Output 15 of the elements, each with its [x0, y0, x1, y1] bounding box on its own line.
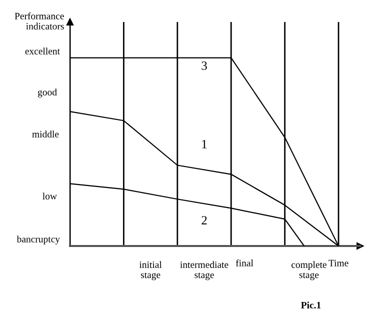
text: final [236, 259, 254, 266]
text: intermediate stage [180, 261, 228, 280]
text: good [38, 88, 57, 98]
x-axis-title: Time [328, 260, 348, 266]
annotation: 1 [202, 140, 207, 148]
text: low [42, 192, 57, 200]
annotation: 2 [202, 216, 207, 224]
y-axis-title: Performance indicators [14, 12, 64, 30]
annotation: 3 [202, 62, 207, 70]
text: complete stage [292, 261, 326, 280]
text: bancruptcy [16, 236, 60, 244]
text: Pic.1 [301, 302, 321, 308]
text: initial stage [139, 261, 162, 280]
text: excellent [25, 48, 60, 54]
text: middle [32, 130, 59, 138]
